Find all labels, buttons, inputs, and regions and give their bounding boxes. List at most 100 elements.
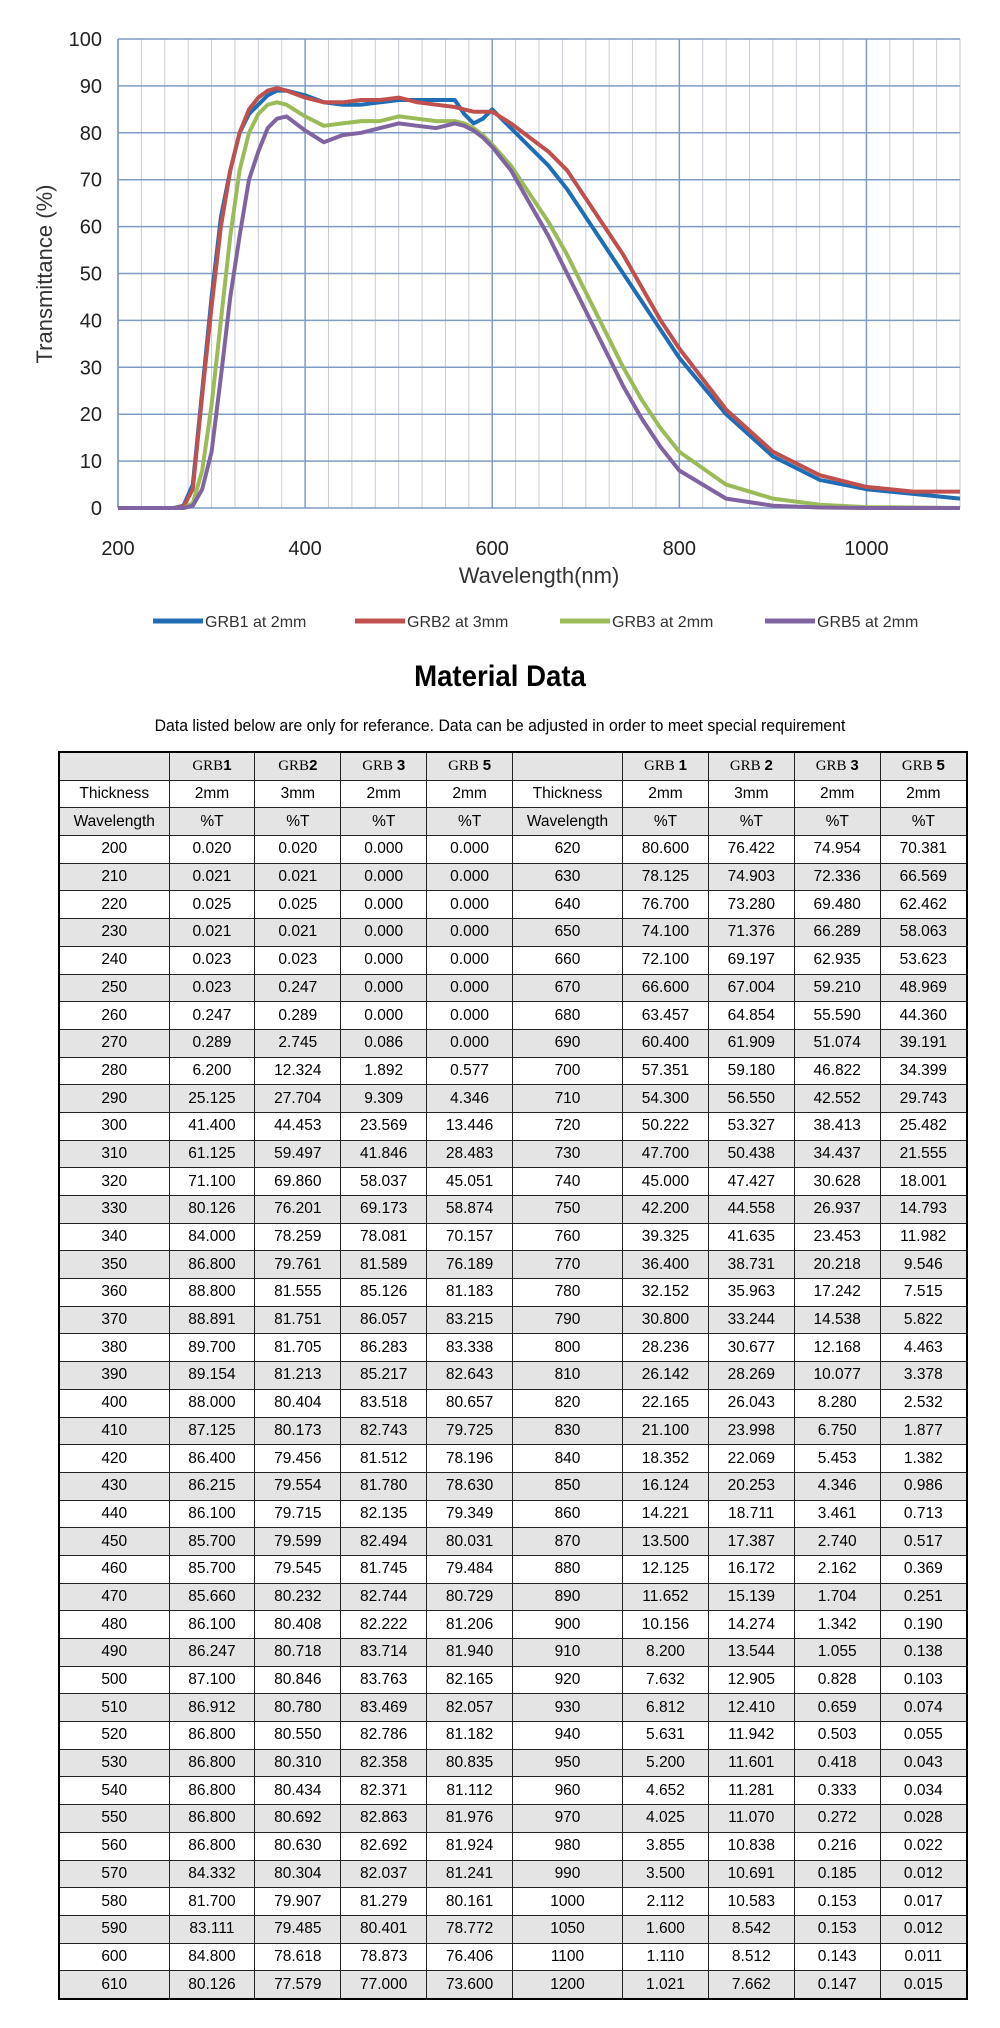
- table-cell: 78.630: [426, 1471, 513, 1501]
- table-cell: 69.480: [793, 890, 881, 920]
- table-cell: 0.000: [340, 918, 428, 947]
- table-cell: 380: [58, 1333, 170, 1363]
- table-cell: 42.200: [622, 1195, 709, 1224]
- grade-header-cell: GRB 5: [426, 751, 513, 781]
- table-cell: 82.786: [340, 1721, 428, 1750]
- table-cell: 210: [58, 862, 170, 892]
- table-row: 390 89.154 81.213 85.217 82.643 810 26.142 28.2…: [58, 1361, 968, 1390]
- table-cell: 13.446: [426, 1111, 513, 1141]
- table-cell: 78.125: [622, 862, 709, 892]
- legend-label: GRB5 at 2mm: [817, 614, 918, 631]
- table-cell: 1.055: [793, 1638, 881, 1667]
- table-row: 240 0.023 0.023 0.000 0.000 660 72.100 69.197 62…: [58, 945, 968, 975]
- table-cell: 0.000: [340, 945, 428, 975]
- table-cell: 0.025: [254, 890, 342, 920]
- table-cell: 0.023: [168, 945, 256, 975]
- table-cell: 4.463: [879, 1333, 968, 1363]
- table-cell: 58.037: [340, 1167, 428, 1196]
- series-line-3: [118, 100, 961, 510]
- table-cell: 83.469: [340, 1693, 428, 1723]
- table-cell: 80.550: [254, 1721, 342, 1750]
- table-cell: 470: [58, 1582, 170, 1612]
- table-cell: 460: [58, 1554, 170, 1584]
- table-cell: 840: [512, 1444, 623, 1473]
- unit-cell: %T: [340, 807, 428, 837]
- table-row: 300 41.400 44.453 23.569 13.446 720 50.222 53.3…: [58, 1111, 968, 1141]
- table-cell: 430: [58, 1471, 170, 1501]
- table-cell: 250: [58, 973, 170, 1003]
- table-cell: 10.156: [622, 1610, 709, 1639]
- table-cell: 0.000: [340, 890, 428, 920]
- table-cell: 5.200: [622, 1748, 709, 1778]
- table-cell: 81.745: [340, 1554, 428, 1584]
- table-cell: 78.081: [340, 1222, 428, 1252]
- table-cell: 7.515: [879, 1278, 968, 1307]
- table-cell: 57.351: [622, 1056, 709, 1086]
- table-cell: 82.371: [340, 1776, 428, 1806]
- table-cell: 0.272: [793, 1804, 881, 1833]
- table-cell: 0.028: [879, 1804, 968, 1833]
- table-cell: 44.360: [879, 1001, 968, 1030]
- grade-header-cell: GRB 3: [793, 751, 881, 781]
- table-cell: 0.021: [254, 918, 342, 947]
- table-row: 380 89.700 81.705 86.283 83.338 800 28.236 30.6…: [58, 1333, 968, 1363]
- table-cell: 2.162: [793, 1554, 881, 1584]
- y-axis-label: Transmittance (%): [32, 185, 57, 364]
- table-cell: 580: [58, 1887, 170, 1916]
- table-cell: 0.000: [426, 890, 513, 920]
- table-cell: 85.700: [168, 1554, 256, 1584]
- table-cell: 86.800: [168, 1776, 256, 1806]
- table-cell: 87.125: [168, 1416, 256, 1446]
- x-tick-label: 400: [288, 538, 321, 560]
- table-cell: 82.863: [340, 1804, 428, 1833]
- table-row: 570 84.332 80.304 82.037 81.241 990 3.500 10.69…: [58, 1859, 968, 1889]
- table-cell: 0.000: [426, 973, 513, 1003]
- table-cell: 66.600: [622, 973, 709, 1003]
- table-row: 410 87.125 80.173 82.743 79.725 830 21.100 23.9…: [58, 1416, 968, 1446]
- table-cell: 320: [58, 1167, 170, 1196]
- table-cell: 80.031: [426, 1527, 513, 1556]
- table-cell: 1.110: [622, 1942, 709, 1972]
- table-cell: 11.942: [707, 1721, 795, 1750]
- table-cell: 72.336: [793, 862, 881, 892]
- table-cell: 81.705: [254, 1333, 342, 1363]
- table-cell: 83.111: [168, 1914, 256, 1944]
- table-row: 320 71.100 69.860 58.037 45.051 740 45.000 47.4…: [58, 1167, 968, 1196]
- table-cell: 80.434: [254, 1776, 342, 1806]
- table-row: 330 80.126 76.201 69.173 58.874 750 42.200 44.5…: [58, 1195, 968, 1224]
- table-row: 430 86.215 79.554 81.780 78.630 850 16.124 20.2…: [58, 1471, 968, 1501]
- table-cell: 450: [58, 1527, 170, 1556]
- table-cell: 0.021: [254, 862, 342, 892]
- table-cell: 440: [58, 1499, 170, 1529]
- table-cell: 3.500: [622, 1859, 709, 1889]
- table-cell: 0.021: [168, 862, 256, 892]
- table-cell: 83.338: [426, 1333, 513, 1363]
- table-cell: 61.909: [707, 1028, 795, 1058]
- table-cell: 45.051: [426, 1167, 513, 1196]
- table-cell: 44.453: [254, 1111, 342, 1141]
- table-cell: 16.172: [707, 1554, 795, 1584]
- table-cell: 300: [58, 1111, 170, 1141]
- table-cell: 0.000: [426, 1001, 513, 1030]
- table-cell: 560: [58, 1831, 170, 1861]
- unit-cell: Wavelength: [512, 807, 623, 837]
- table-cell: 13.544: [707, 1638, 795, 1667]
- table-cell: 0.369: [879, 1554, 968, 1584]
- table-cell: 53.327: [707, 1111, 795, 1141]
- table-cell: 0.289: [254, 1001, 342, 1030]
- table-cell: 12.410: [707, 1693, 795, 1723]
- table-cell: 66.289: [793, 918, 881, 947]
- table-cell: 490: [58, 1638, 170, 1667]
- material-data-table: GRB1 GRB2 GRB 3 GRB 5 GRB 1 GRB 2 GRB 3 GRB 5 Th…: [58, 751, 968, 2000]
- table-cell: 81.213: [254, 1361, 342, 1390]
- table-cell: 21.555: [879, 1139, 968, 1169]
- table-cell: 8.512: [707, 1942, 795, 1972]
- table-cell: 230: [58, 918, 170, 947]
- table-cell: 51.074: [793, 1028, 881, 1058]
- unit-cell: Wavelength: [58, 807, 170, 837]
- table-cell: 12.324: [254, 1056, 342, 1086]
- table-cell: 79.554: [254, 1471, 342, 1501]
- table-cell: 79.545: [254, 1554, 342, 1584]
- table-cell: 20.253: [707, 1471, 795, 1501]
- table-cell: 44.558: [707, 1195, 795, 1224]
